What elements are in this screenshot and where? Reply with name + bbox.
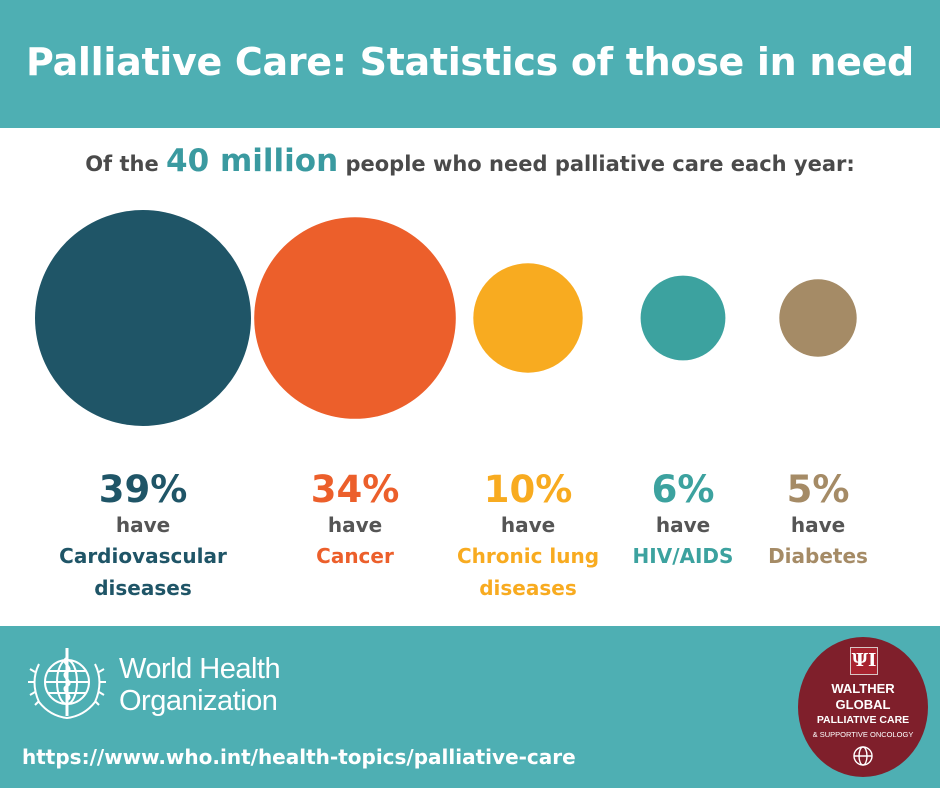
bubble-chart: 39%haveCardiovasculardiseases34%haveCanc…	[35, 210, 868, 600]
category-label-4: Diabetes	[768, 544, 868, 568]
value-label-4: 5%	[787, 468, 850, 511]
category-label-1: Cancer	[316, 544, 394, 568]
have-label-2: have	[501, 513, 555, 537]
value-label-0: 39%	[99, 468, 188, 511]
bubble-0	[35, 210, 251, 426]
category-label-2: Chronic lung	[457, 544, 599, 568]
who-name-line1: World Health	[119, 653, 281, 685]
badge-line4: & SUPPORTIVE ONCOLOGY	[812, 730, 914, 739]
iu-trident-icon: ΨΙ	[850, 647, 878, 675]
page-title: Palliative Care: Statistics of those in …	[26, 40, 914, 84]
who-name: World Health Organization	[119, 653, 281, 717]
have-label-0: have	[116, 513, 170, 537]
subtitle-highlight: 40 million	[166, 143, 339, 179]
footer-band	[0, 626, 940, 788]
badge-line1: WALTHER	[831, 681, 895, 696]
globe-icon	[853, 746, 873, 766]
category-label-3: HIV/AIDS	[633, 544, 734, 568]
have-label-4: have	[791, 513, 845, 537]
bubble-1	[254, 217, 456, 419]
subtitle-prefix: Of the	[85, 152, 159, 176]
category-label-line2-0: diseases	[94, 576, 192, 600]
who-name-line2: Organization	[119, 685, 278, 717]
category-label-0: Cardiovascular	[59, 544, 227, 568]
category-label-line2-2: diseases	[479, 576, 577, 600]
bubble-2	[473, 263, 583, 373]
who-emblem-icon	[28, 648, 106, 720]
value-label-1: 34%	[311, 468, 400, 511]
badge-line3: PALLIATIVE CARE	[816, 714, 910, 726]
badge-line2: GLOBAL	[835, 697, 891, 712]
bubble-4	[779, 279, 857, 357]
bubble-3	[640, 275, 726, 361]
value-label-2: 10%	[484, 468, 573, 511]
have-label-1: have	[328, 513, 382, 537]
walther-badge: ΨΙ WALTHER GLOBAL PALLIATIVE CARE & SUPP…	[798, 637, 928, 777]
have-label-3: have	[656, 513, 710, 537]
subtitle: Of the 40 million people who need pallia…	[0, 143, 940, 179]
value-label-3: 6%	[652, 468, 715, 511]
subtitle-suffix: people who need palliative care each yea…	[345, 152, 855, 176]
source-url[interactable]: https://www.who.int/health-topics/pallia…	[22, 745, 576, 769]
header-band	[0, 0, 940, 128]
